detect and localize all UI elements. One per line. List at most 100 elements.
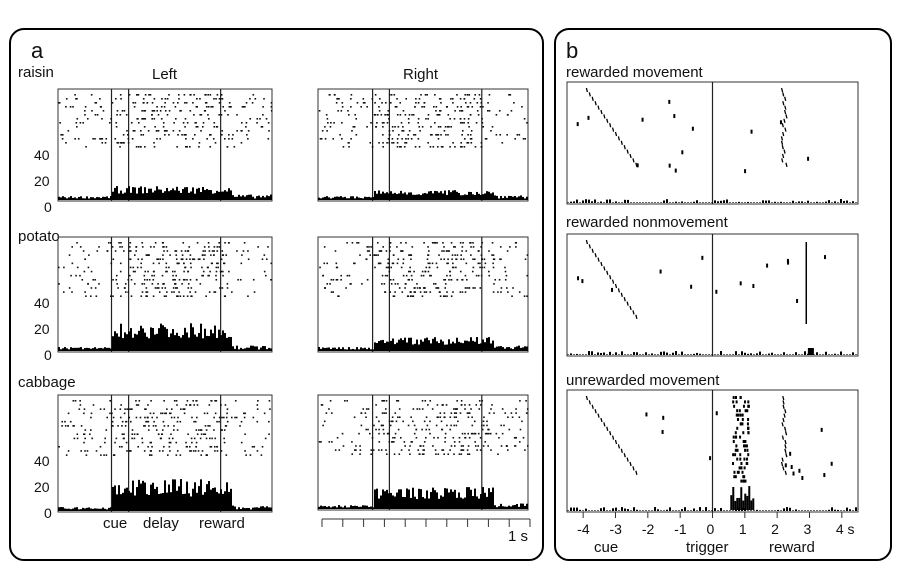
spike-mark bbox=[128, 416, 131, 419]
histogram-bar bbox=[657, 202, 659, 203]
histogram-bar bbox=[732, 354, 734, 355]
spike-mark bbox=[474, 94, 477, 96]
spike-mark bbox=[187, 270, 190, 273]
histogram-bar bbox=[110, 507, 112, 511]
spike-mark bbox=[94, 278, 96, 281]
spike-mark bbox=[422, 274, 425, 277]
spike-mark bbox=[372, 449, 375, 451]
spike-mark bbox=[216, 420, 218, 423]
spike-mark bbox=[140, 295, 143, 297]
histogram-bar bbox=[474, 194, 476, 200]
histogram-bar bbox=[214, 325, 216, 351]
spike-mark bbox=[406, 295, 409, 297]
histogram-bar bbox=[522, 196, 524, 200]
histogram-bar bbox=[142, 328, 144, 351]
spike-mark bbox=[739, 413, 742, 417]
spike-mark bbox=[191, 441, 193, 444]
spike-mark bbox=[388, 142, 390, 144]
spike-mark bbox=[429, 400, 432, 402]
spike-mark bbox=[207, 114, 209, 116]
histogram-bar bbox=[182, 335, 184, 351]
spike-mark bbox=[425, 118, 427, 120]
spike-mark bbox=[435, 110, 437, 112]
histogram-bar bbox=[582, 354, 584, 355]
spike-mark bbox=[506, 114, 509, 116]
spike-mark bbox=[76, 126, 78, 128]
cue-mark bbox=[626, 301, 629, 306]
histogram-bar bbox=[122, 338, 124, 351]
spike-mark bbox=[674, 168, 677, 173]
histogram-bar bbox=[422, 193, 424, 200]
histogram-bar bbox=[588, 199, 590, 203]
spike-mark bbox=[505, 445, 508, 447]
histogram-bar bbox=[795, 509, 797, 511]
histogram-bar bbox=[146, 193, 148, 200]
spike-mark bbox=[368, 246, 370, 248]
spike-mark bbox=[189, 404, 191, 406]
reward-mark bbox=[783, 413, 786, 418]
spike-mark bbox=[452, 246, 455, 248]
spike-mark bbox=[163, 106, 166, 108]
spike-mark bbox=[408, 130, 411, 132]
histogram-bar bbox=[60, 197, 62, 200]
spike-mark bbox=[329, 94, 331, 96]
spike-mark bbox=[491, 126, 494, 128]
spike-mark bbox=[90, 287, 93, 289]
histogram-bar bbox=[198, 187, 200, 200]
spike-mark bbox=[733, 475, 736, 479]
spike-mark bbox=[234, 416, 236, 419]
spike-mark bbox=[329, 126, 332, 128]
spike-mark bbox=[200, 130, 202, 132]
spike-mark bbox=[320, 441, 322, 443]
histogram-bar bbox=[174, 335, 176, 351]
histogram-bar bbox=[579, 202, 581, 203]
spike-mark bbox=[668, 163, 671, 168]
spike-mark bbox=[438, 98, 441, 100]
spike-mark bbox=[265, 274, 267, 277]
spike-mark bbox=[173, 291, 175, 293]
spike-mark bbox=[503, 424, 505, 427]
spike-mark bbox=[95, 295, 98, 297]
histogram-bar bbox=[579, 509, 581, 511]
histogram-bar bbox=[648, 510, 650, 511]
histogram-bar bbox=[438, 192, 440, 200]
histogram-bar bbox=[406, 488, 408, 509]
spike-mark bbox=[184, 266, 186, 269]
spike-mark bbox=[211, 262, 214, 265]
histogram-bar bbox=[366, 349, 368, 351]
spike-mark bbox=[178, 130, 181, 132]
spike-mark bbox=[145, 254, 148, 256]
histogram-bar bbox=[699, 507, 701, 511]
spike-mark bbox=[216, 445, 219, 448]
histogram-bar bbox=[178, 335, 180, 351]
spike-mark bbox=[401, 130, 403, 132]
spike-mark bbox=[739, 453, 742, 457]
spike-mark bbox=[265, 258, 268, 261]
spike-mark bbox=[425, 428, 428, 431]
histogram-bar bbox=[214, 487, 216, 511]
spike-mark bbox=[391, 262, 394, 265]
histogram-bar bbox=[74, 507, 76, 511]
histogram-bar bbox=[368, 506, 370, 509]
histogram-bar bbox=[480, 343, 482, 351]
histogram-bar bbox=[702, 510, 704, 511]
spike-mark bbox=[147, 445, 149, 448]
spike-mark bbox=[126, 408, 128, 410]
spike-mark bbox=[148, 425, 150, 427]
spike-mark bbox=[460, 146, 462, 148]
histogram-bar bbox=[428, 340, 430, 351]
spike-mark bbox=[435, 287, 437, 289]
spike-mark bbox=[252, 416, 255, 419]
spike-mark bbox=[370, 246, 372, 248]
spike-mark bbox=[419, 291, 422, 293]
spike-mark bbox=[425, 266, 428, 269]
spike-mark bbox=[521, 106, 523, 108]
histogram-bar bbox=[426, 490, 428, 509]
spike-mark bbox=[477, 445, 480, 447]
cue-mark bbox=[603, 422, 606, 427]
histogram-bar bbox=[825, 351, 827, 355]
spike-mark bbox=[476, 449, 478, 451]
histogram-bar bbox=[152, 327, 154, 351]
histogram-bar bbox=[186, 481, 188, 511]
histogram-bar bbox=[342, 197, 344, 200]
